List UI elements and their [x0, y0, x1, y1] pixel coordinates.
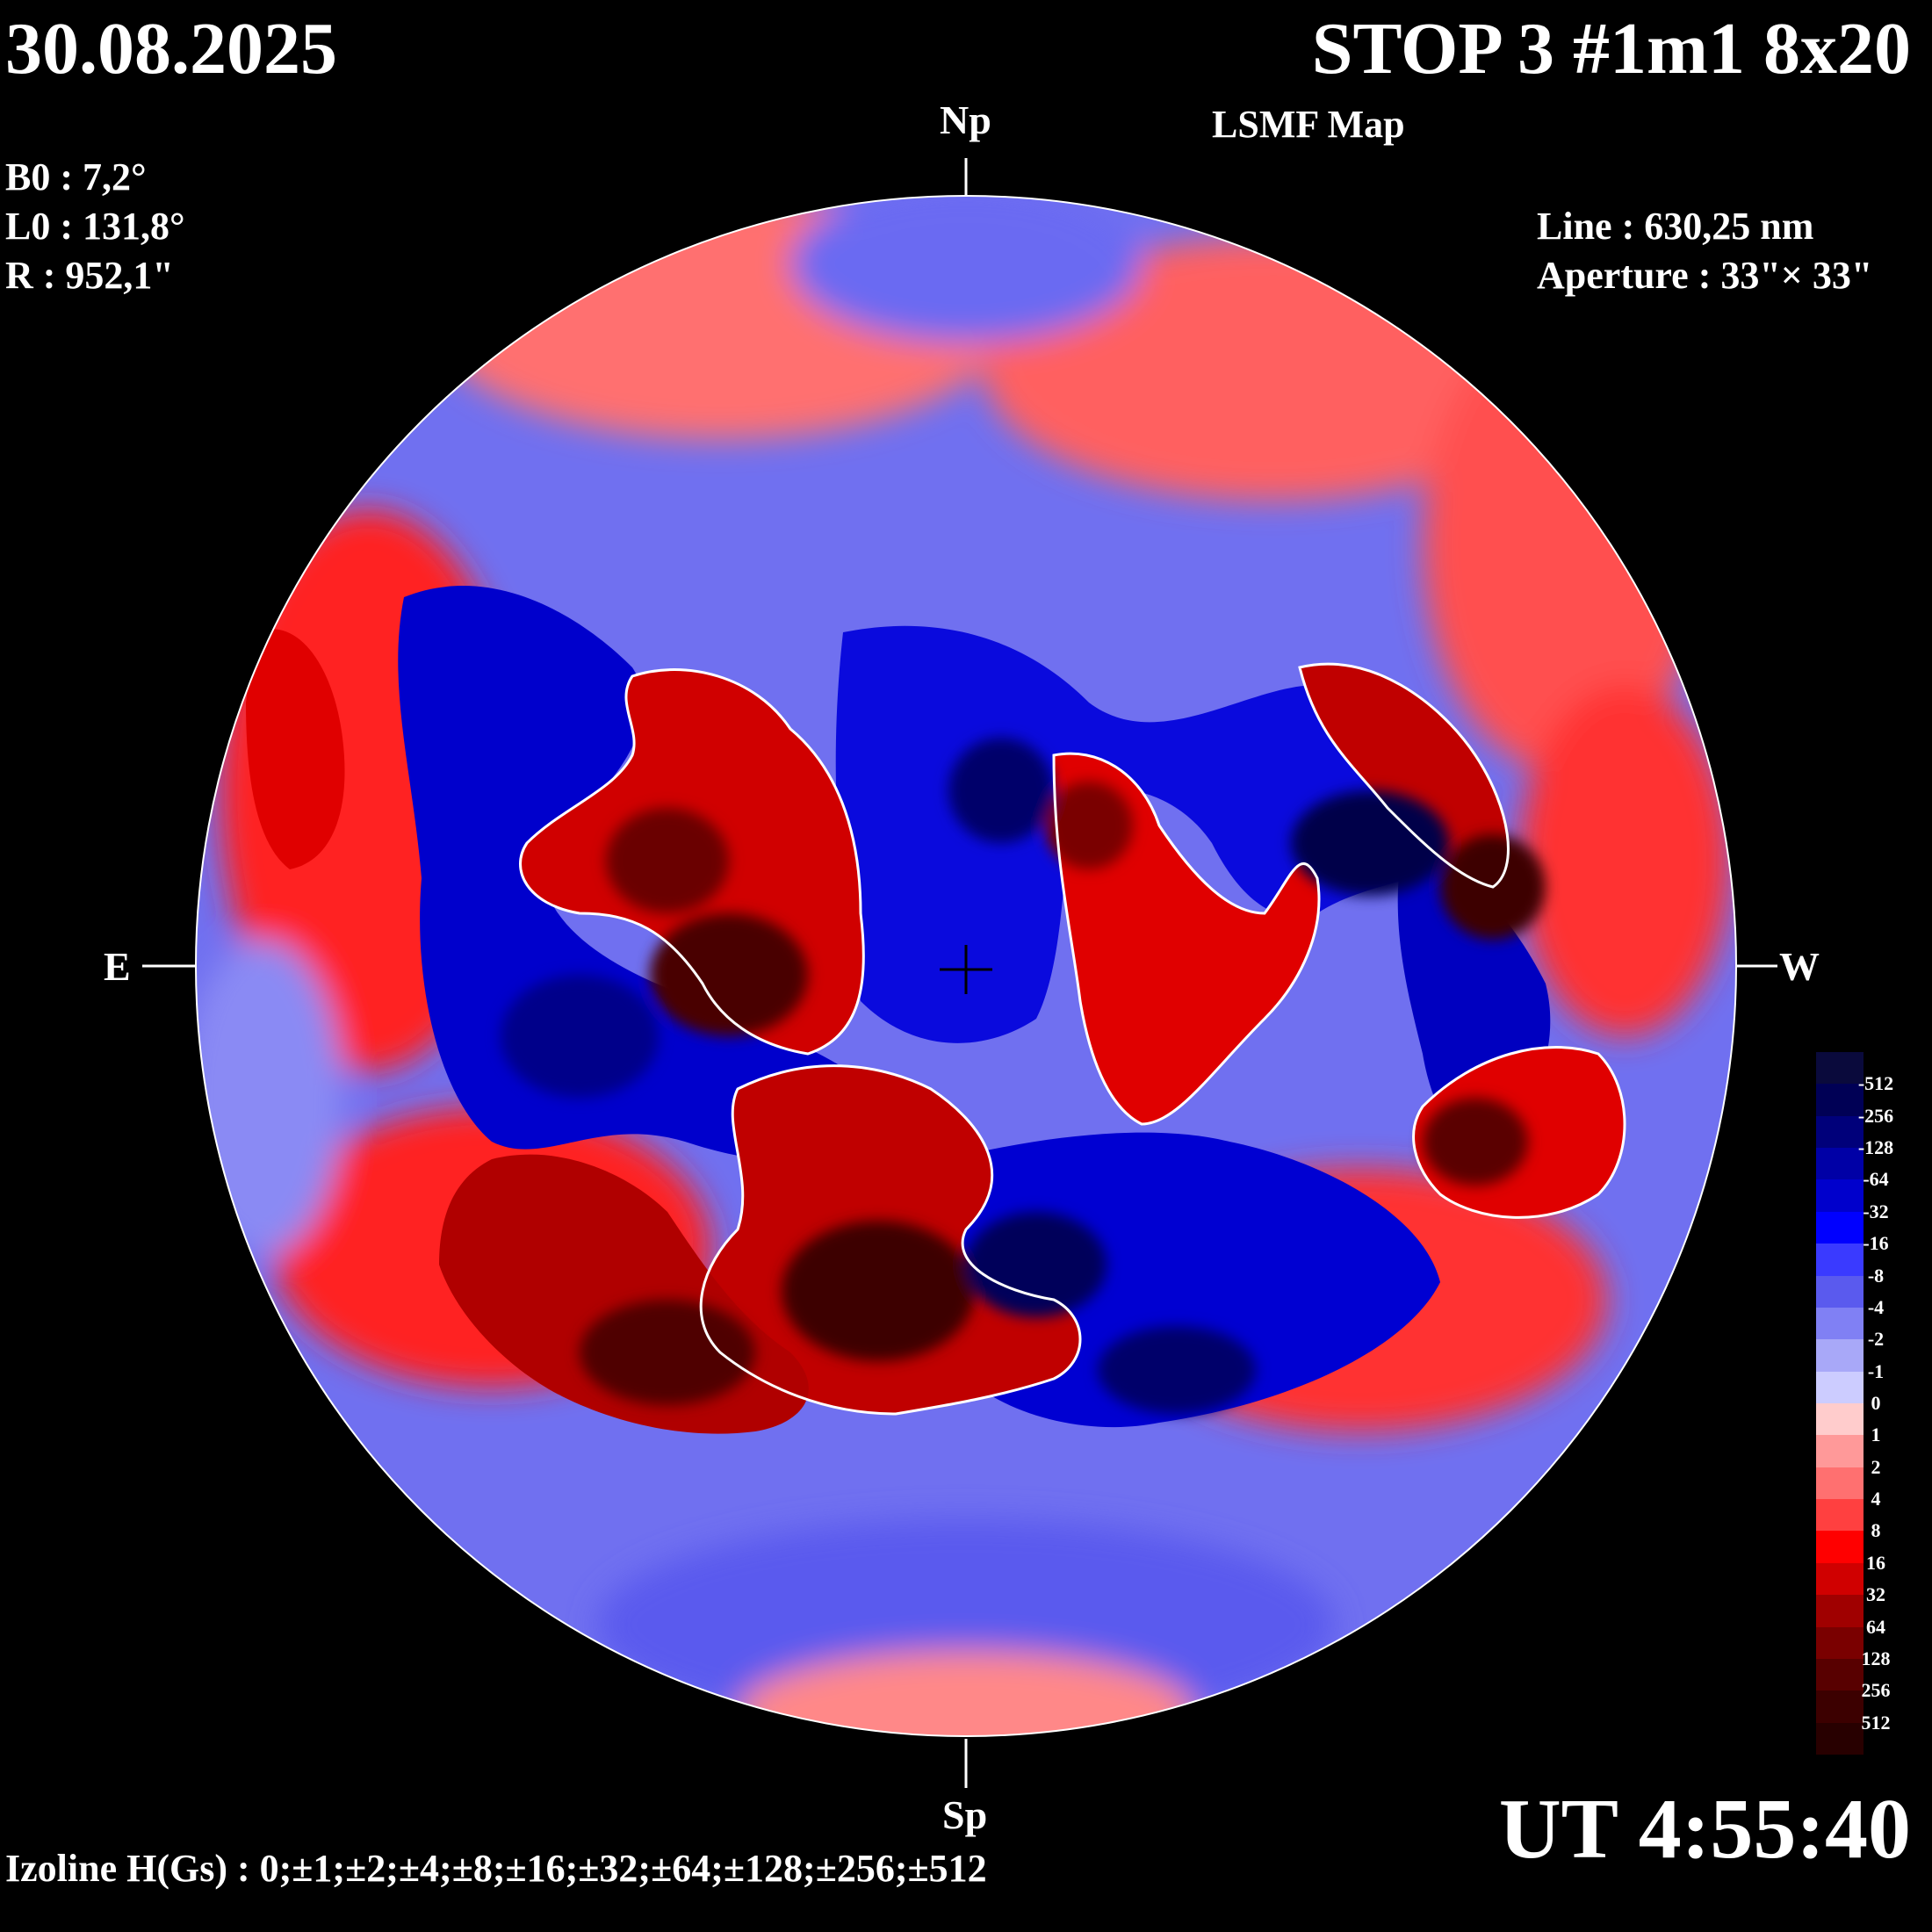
color-scale [1816, 1052, 1864, 1755]
color-scale-band [1816, 1626, 1864, 1660]
color-scale-band [1816, 1403, 1864, 1436]
color-scale-label: 4 [1871, 1488, 1881, 1510]
color-scale-band [1816, 1690, 1864, 1724]
izoline-zero [519, 662, 1626, 1416]
color-scale-band [1816, 1435, 1864, 1468]
color-scale-label: -32 [1863, 1200, 1889, 1222]
map-subtitle: LSMF Map [1212, 103, 1405, 146]
color-scale-band [1816, 1275, 1864, 1308]
color-scale-label: 16 [1866, 1551, 1885, 1574]
color-scale-label: 8 [1871, 1519, 1881, 1542]
color-scale-label: 32 [1866, 1583, 1885, 1606]
color-scale-label: -4 [1867, 1295, 1885, 1318]
axis-ticks [142, 158, 1777, 1788]
map-title: STOP 3 #1m1 8x20 [1311, 8, 1911, 90]
color-scale-band [1816, 1371, 1864, 1404]
param-b0: B0 : 7,2° [5, 155, 147, 198]
param-radius: R : 952,1" [5, 254, 174, 297]
color-scale-band [1816, 1179, 1864, 1213]
color-scale-band [1816, 1115, 1864, 1149]
east-label: E [104, 944, 131, 989]
disk-center-cross [940, 945, 992, 994]
color-scale-label: 1 [1871, 1424, 1881, 1446]
color-scale-band [1816, 1148, 1864, 1180]
color-scale-label: 2 [1871, 1455, 1881, 1478]
strong-field-kernels [501, 738, 1546, 1414]
north-pole-label: Np [940, 97, 991, 142]
color-scale-label: -256 [1857, 1104, 1894, 1127]
color-scale-label: -128 [1857, 1136, 1894, 1159]
color-scale-band [1816, 1722, 1864, 1755]
color-scale-label: 256 [1861, 1679, 1891, 1702]
solar-disk [196, 196, 1736, 1736]
color-scale-label: -2 [1867, 1328, 1885, 1351]
color-scale-band [1816, 1244, 1864, 1277]
color-scale-band [1816, 1084, 1864, 1117]
color-scale-band [1816, 1307, 1864, 1340]
south-pole-label: Sp [942, 1792, 988, 1837]
izoline-levels: Izoline H(Gs) : 0;±1;±2;±4;±8;±16;±32;±6… [5, 1847, 987, 1890]
west-label: W [1779, 944, 1820, 989]
color-scale-band [1816, 1531, 1864, 1564]
color-scale-label: 128 [1861, 1647, 1891, 1669]
color-scale-label: -64 [1863, 1168, 1889, 1191]
color-scale-label: -8 [1867, 1264, 1885, 1287]
color-scale-label: -16 [1863, 1232, 1889, 1255]
color-scale-label: 64 [1866, 1615, 1885, 1638]
color-scale-label: 0 [1871, 1392, 1881, 1414]
disk-limb [195, 195, 1737, 1737]
color-scale-band [1816, 1211, 1864, 1244]
observation-date: 30.08.2025 [5, 8, 337, 90]
color-scale-band [1816, 1052, 1864, 1085]
color-scale-band [1816, 1467, 1864, 1500]
color-scale-label: -512 [1857, 1072, 1894, 1095]
aperture: Aperture : 33"× 33" [1537, 254, 1873, 297]
color-scale-band [1816, 1499, 1864, 1532]
color-scale-band [1816, 1562, 1864, 1596]
param-l0: L0 : 131,8° [5, 205, 185, 248]
color-scale-band [1816, 1595, 1864, 1628]
universal-time: UT 4:55:40 [1498, 1782, 1911, 1877]
color-scale-band [1816, 1658, 1864, 1691]
color-scale-label: -1 [1867, 1359, 1885, 1382]
color-scale-band [1816, 1339, 1864, 1373]
color-scale-label: 512 [1861, 1711, 1891, 1734]
spectral-line: Line : 630,25 nm [1537, 205, 1814, 248]
